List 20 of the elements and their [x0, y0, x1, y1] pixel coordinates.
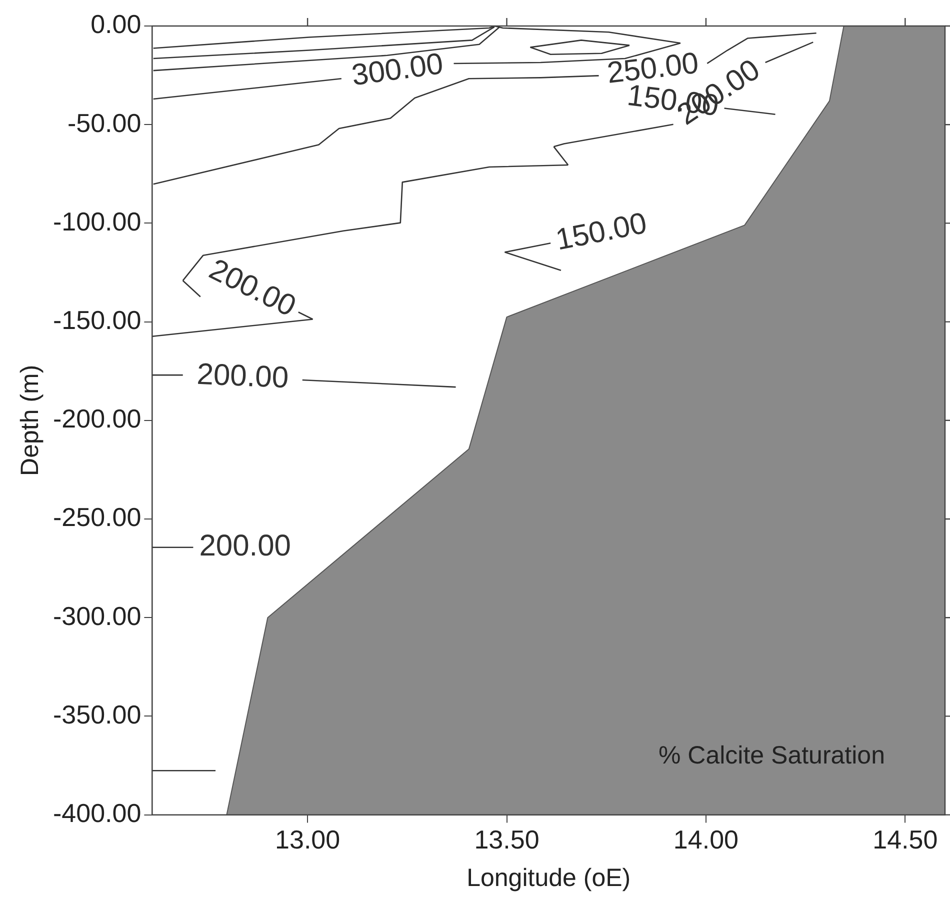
y-tick-label: 0.00 — [90, 9, 142, 40]
text: 300.00 — [350, 47, 446, 92]
y-tick-label: -100.00 — [52, 206, 142, 236]
x-axis-title: Longitude (oE) — [466, 864, 631, 892]
y-tick-label: -400.00 — [52, 798, 142, 828]
x-tick-label: 14.50 — [872, 824, 938, 855]
y-tick-label: -250.00 — [52, 502, 142, 532]
y-tick-label: -200.00 — [52, 404, 142, 434]
series-label: 200.00 — [196, 358, 290, 395]
y-tick-label: -150.00 — [52, 304, 142, 335]
annotation: % Calcite Saturation — [658, 742, 885, 770]
series-label: 200.00 — [199, 530, 291, 563]
x-tick-label: 14.00 — [673, 824, 738, 855]
text: 150.00 — [553, 206, 650, 257]
y-tick-label: -300.00 — [52, 600, 142, 631]
x-tick-label: 13.50 — [474, 824, 540, 855]
y-axis-title: Depth (m) — [16, 364, 44, 476]
y-tick-label: -50.00 — [67, 108, 142, 138]
x-tick-label: 13.00 — [275, 824, 340, 855]
y-tick-label: -350.00 — [52, 699, 142, 730]
